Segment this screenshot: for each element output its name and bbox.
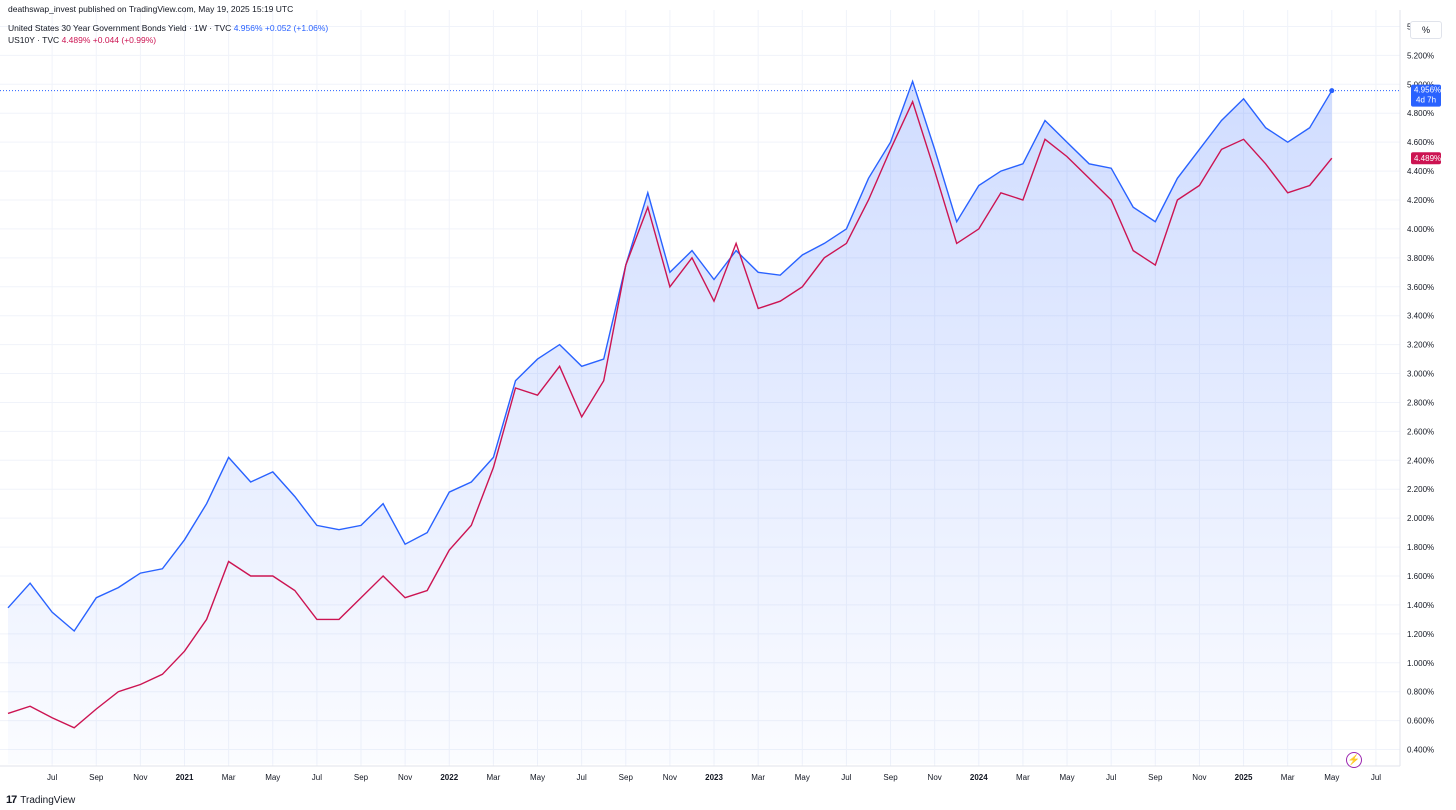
x-tick-label: May	[1324, 773, 1339, 782]
x-tick-label: Nov	[398, 773, 412, 782]
lightning-icon[interactable]: ⚡	[1346, 752, 1362, 768]
x-tick-label: May	[530, 773, 545, 782]
legend-series-1[interactable]: United States 30 Year Government Bonds Y…	[8, 23, 328, 33]
y-tick-label: 4.200%	[1407, 196, 1434, 205]
y-tick-label: 2.400%	[1407, 456, 1434, 465]
y-tick-label: 1.800%	[1407, 543, 1434, 552]
x-tick-label: Mar	[222, 773, 236, 782]
y-tick-label: 2.600%	[1407, 427, 1434, 436]
y-tick-label: 4.800%	[1407, 109, 1434, 118]
y-tick-label: 3.400%	[1407, 312, 1434, 321]
y-tick-label: 3.000%	[1407, 370, 1434, 379]
series-1-line	[7, 79, 1333, 633]
last-price-badge-value: 4.956%	[1414, 86, 1441, 95]
y-tick-label: 1.200%	[1407, 630, 1434, 639]
last-price-dot	[1329, 88, 1335, 94]
x-tick-label: Jul	[841, 773, 851, 782]
x-tick-label: May	[1059, 773, 1074, 782]
x-tick-label: Mar	[751, 773, 765, 782]
x-tick-label: Jul	[312, 773, 322, 782]
y-tick-label: 3.200%	[1407, 341, 1434, 350]
price-badges: 4.956% 4d 7h 4.489%	[1411, 84, 1441, 165]
x-tick-label: Nov	[1192, 773, 1206, 782]
series-2-line	[7, 99, 1333, 729]
last-price-badge-series-2	[1411, 152, 1441, 165]
countdown-to-bar-close: 4d 7h	[1416, 96, 1436, 105]
x-tick-label: Mar	[1281, 773, 1295, 782]
x-tick-label: 2021	[176, 773, 194, 782]
x-tick-label: 2022	[440, 773, 458, 782]
y-tick-label: 0.600%	[1407, 717, 1434, 726]
y-tick-label: 2.200%	[1407, 485, 1434, 494]
price-scale-unit-button[interactable]: %	[1410, 21, 1442, 39]
x-tick-label: Nov	[663, 773, 677, 782]
time-scale: Jul Sep Nov 2021 Mar May Jul Sep Nov 2022 Mar May Ju…	[47, 773, 1381, 782]
x-tick-label: Jul	[1371, 773, 1381, 782]
last-price-badge-value-series-2: 4.489%	[1414, 154, 1441, 163]
legend-series-1-value: 4.956%	[233, 23, 263, 33]
x-tick-label: Mar	[1016, 773, 1030, 782]
x-tick-label: Sep	[1148, 773, 1163, 782]
y-tick-label: 4.000%	[1407, 225, 1434, 234]
legend-series-2-value: 4.489%	[61, 35, 91, 45]
series-1-area-fill	[8, 81, 1332, 764]
x-tick-label: Nov	[133, 773, 147, 782]
y-tick-label: 1.600%	[1407, 572, 1434, 581]
y-tick-label: 2.800%	[1407, 398, 1434, 407]
legend-series-1-name: United States 30 Year Government Bonds Y…	[8, 23, 232, 33]
x-tick-label: Jul	[47, 773, 57, 782]
price-scale: 5.400%5.200%5.000%4.800%4.600%4.400%4.20…	[1407, 22, 1434, 754]
legend-series-2[interactable]: US10Y · TVC 4.489% +0.044 (+0.99%)	[8, 35, 156, 45]
x-tick-label: 2023	[705, 773, 723, 782]
x-tick-label: Sep	[619, 773, 634, 782]
publisher-line: deathswap_invest published on TradingVie…	[8, 4, 294, 14]
legend-series-2-name: US10Y · TVC	[8, 35, 60, 45]
x-tick-label: Sep	[883, 773, 898, 782]
y-tick-label: 0.800%	[1407, 688, 1434, 697]
x-tick-label: 2024	[970, 773, 988, 782]
y-tick-label: 4.400%	[1407, 167, 1434, 176]
x-tick-label: Mar	[487, 773, 501, 782]
last-price-badge-series-1	[1411, 84, 1441, 107]
x-tick-label: Jul	[577, 773, 587, 782]
x-tick-label: Sep	[354, 773, 369, 782]
legend-series-1-change: +0.052 (+1.06%)	[264, 23, 329, 33]
x-tick-label: 2025	[1235, 773, 1253, 782]
y-tick-label: 2.000%	[1407, 514, 1434, 523]
y-tick-label: 0.400%	[1407, 746, 1434, 755]
y-tick-label: 4.600%	[1407, 138, 1434, 147]
x-tick-label: May	[265, 773, 280, 782]
x-tick-label: Jul	[1106, 773, 1116, 782]
legend-series-2-change: +0.044 (+0.99%)	[92, 35, 157, 45]
tradingview-logo-icon: 17	[6, 794, 17, 806]
y-tick-label: 3.800%	[1407, 254, 1434, 263]
y-tick-label: 1.400%	[1407, 601, 1434, 610]
x-tick-label: Sep	[89, 773, 104, 782]
y-tick-label: 1.000%	[1407, 659, 1434, 668]
y-tick-label: 5.200%	[1407, 51, 1434, 60]
x-tick-label: May	[795, 773, 810, 782]
branding-name: TradingView	[20, 794, 76, 806]
tradingview-branding[interactable]: 17 TradingView	[6, 794, 75, 806]
x-tick-label: Nov	[928, 773, 942, 782]
y-tick-label: 3.600%	[1407, 283, 1434, 292]
